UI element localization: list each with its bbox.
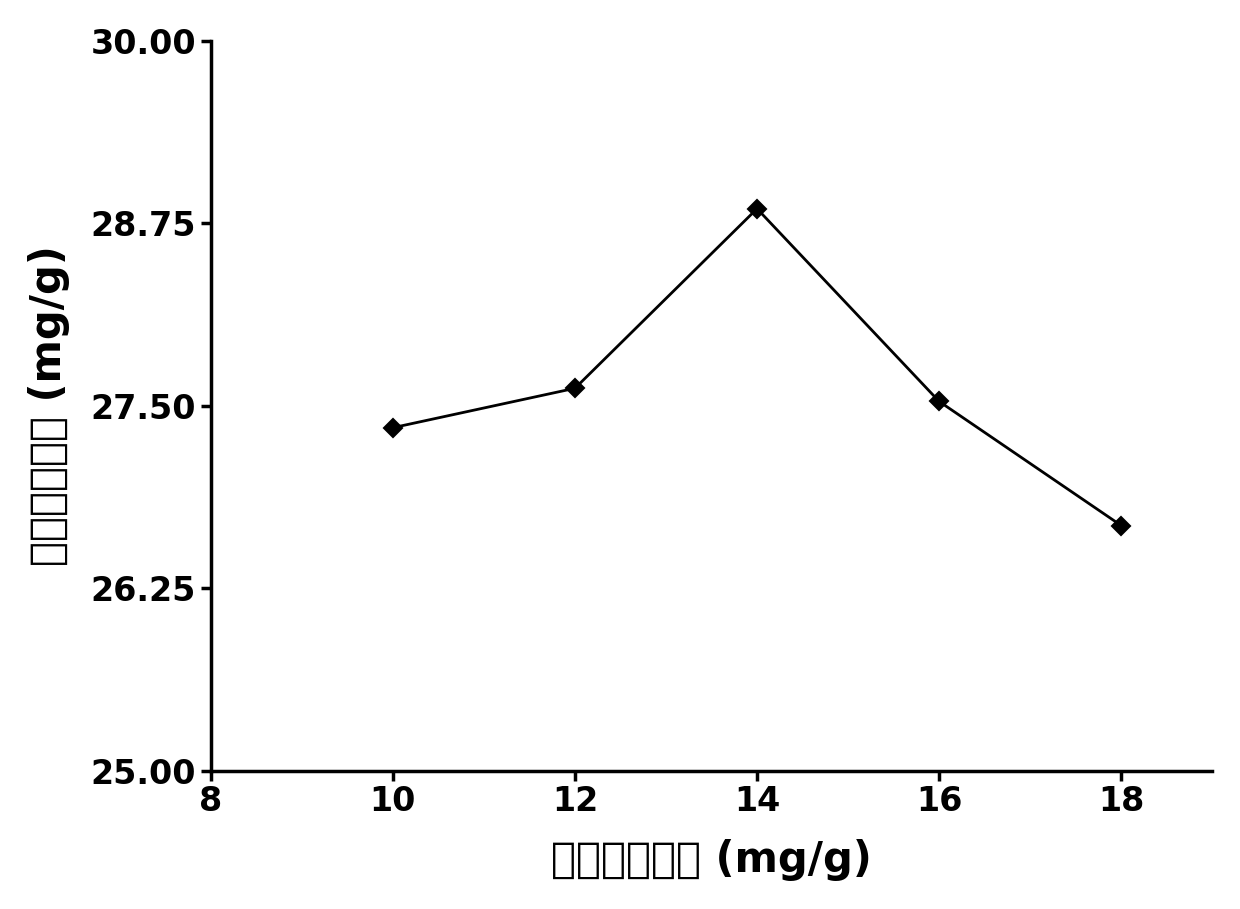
X-axis label: 纤维素酶用量 (mg/g): 纤维素酶用量 (mg/g) (551, 839, 872, 881)
Y-axis label: 迷辭香酸得率 (mg/g): 迷辭香酸得率 (mg/g) (27, 245, 69, 566)
